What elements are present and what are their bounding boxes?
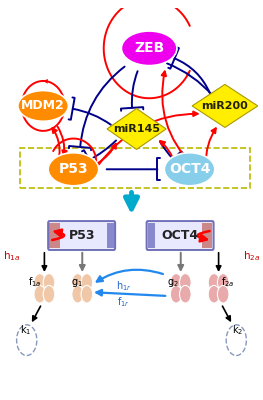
Text: f$_{1r}$: f$_{1r}$: [117, 295, 130, 309]
Text: miR145: miR145: [113, 124, 160, 134]
Circle shape: [72, 286, 83, 303]
Text: g$_1$: g$_1$: [71, 276, 83, 288]
Circle shape: [43, 286, 55, 303]
Text: f$_{2a}$: f$_{2a}$: [221, 276, 234, 290]
Text: k$_1$: k$_1$: [20, 323, 31, 337]
Text: ZEB: ZEB: [134, 41, 164, 55]
Text: h$_{1a}$: h$_{1a}$: [3, 249, 20, 262]
Circle shape: [218, 286, 229, 303]
Ellipse shape: [122, 31, 177, 66]
Circle shape: [208, 274, 220, 291]
Text: P53: P53: [59, 162, 88, 176]
Text: k$_2$: k$_2$: [232, 323, 243, 337]
Ellipse shape: [18, 90, 68, 121]
Circle shape: [180, 274, 191, 291]
Bar: [21, 148, 250, 188]
Bar: [49, 223, 114, 248]
Text: h$_{2a}$: h$_{2a}$: [243, 249, 260, 262]
Circle shape: [43, 274, 55, 291]
Bar: [148, 223, 155, 248]
Bar: [49, 223, 60, 248]
Circle shape: [34, 286, 45, 303]
Polygon shape: [107, 108, 166, 149]
Polygon shape: [192, 84, 258, 128]
Text: h$_{1r}$: h$_{1r}$: [115, 280, 131, 293]
Text: f$_{1a}$: f$_{1a}$: [28, 276, 42, 290]
Circle shape: [170, 274, 182, 291]
Ellipse shape: [164, 153, 215, 186]
Bar: [107, 223, 114, 248]
Circle shape: [72, 274, 83, 291]
Text: OCT4: OCT4: [161, 229, 199, 242]
Text: OCT4: OCT4: [169, 162, 210, 176]
Bar: [202, 223, 212, 248]
Ellipse shape: [48, 153, 99, 186]
Bar: [148, 223, 212, 248]
Circle shape: [208, 286, 220, 303]
Circle shape: [180, 286, 191, 303]
Circle shape: [34, 274, 45, 291]
Text: P53: P53: [68, 229, 95, 242]
Circle shape: [218, 274, 229, 291]
Text: g$_2$: g$_2$: [167, 276, 179, 288]
Circle shape: [81, 286, 93, 303]
Text: miR200: miR200: [201, 101, 248, 111]
Text: MDM2: MDM2: [21, 100, 65, 112]
Circle shape: [170, 286, 182, 303]
Circle shape: [81, 274, 93, 291]
